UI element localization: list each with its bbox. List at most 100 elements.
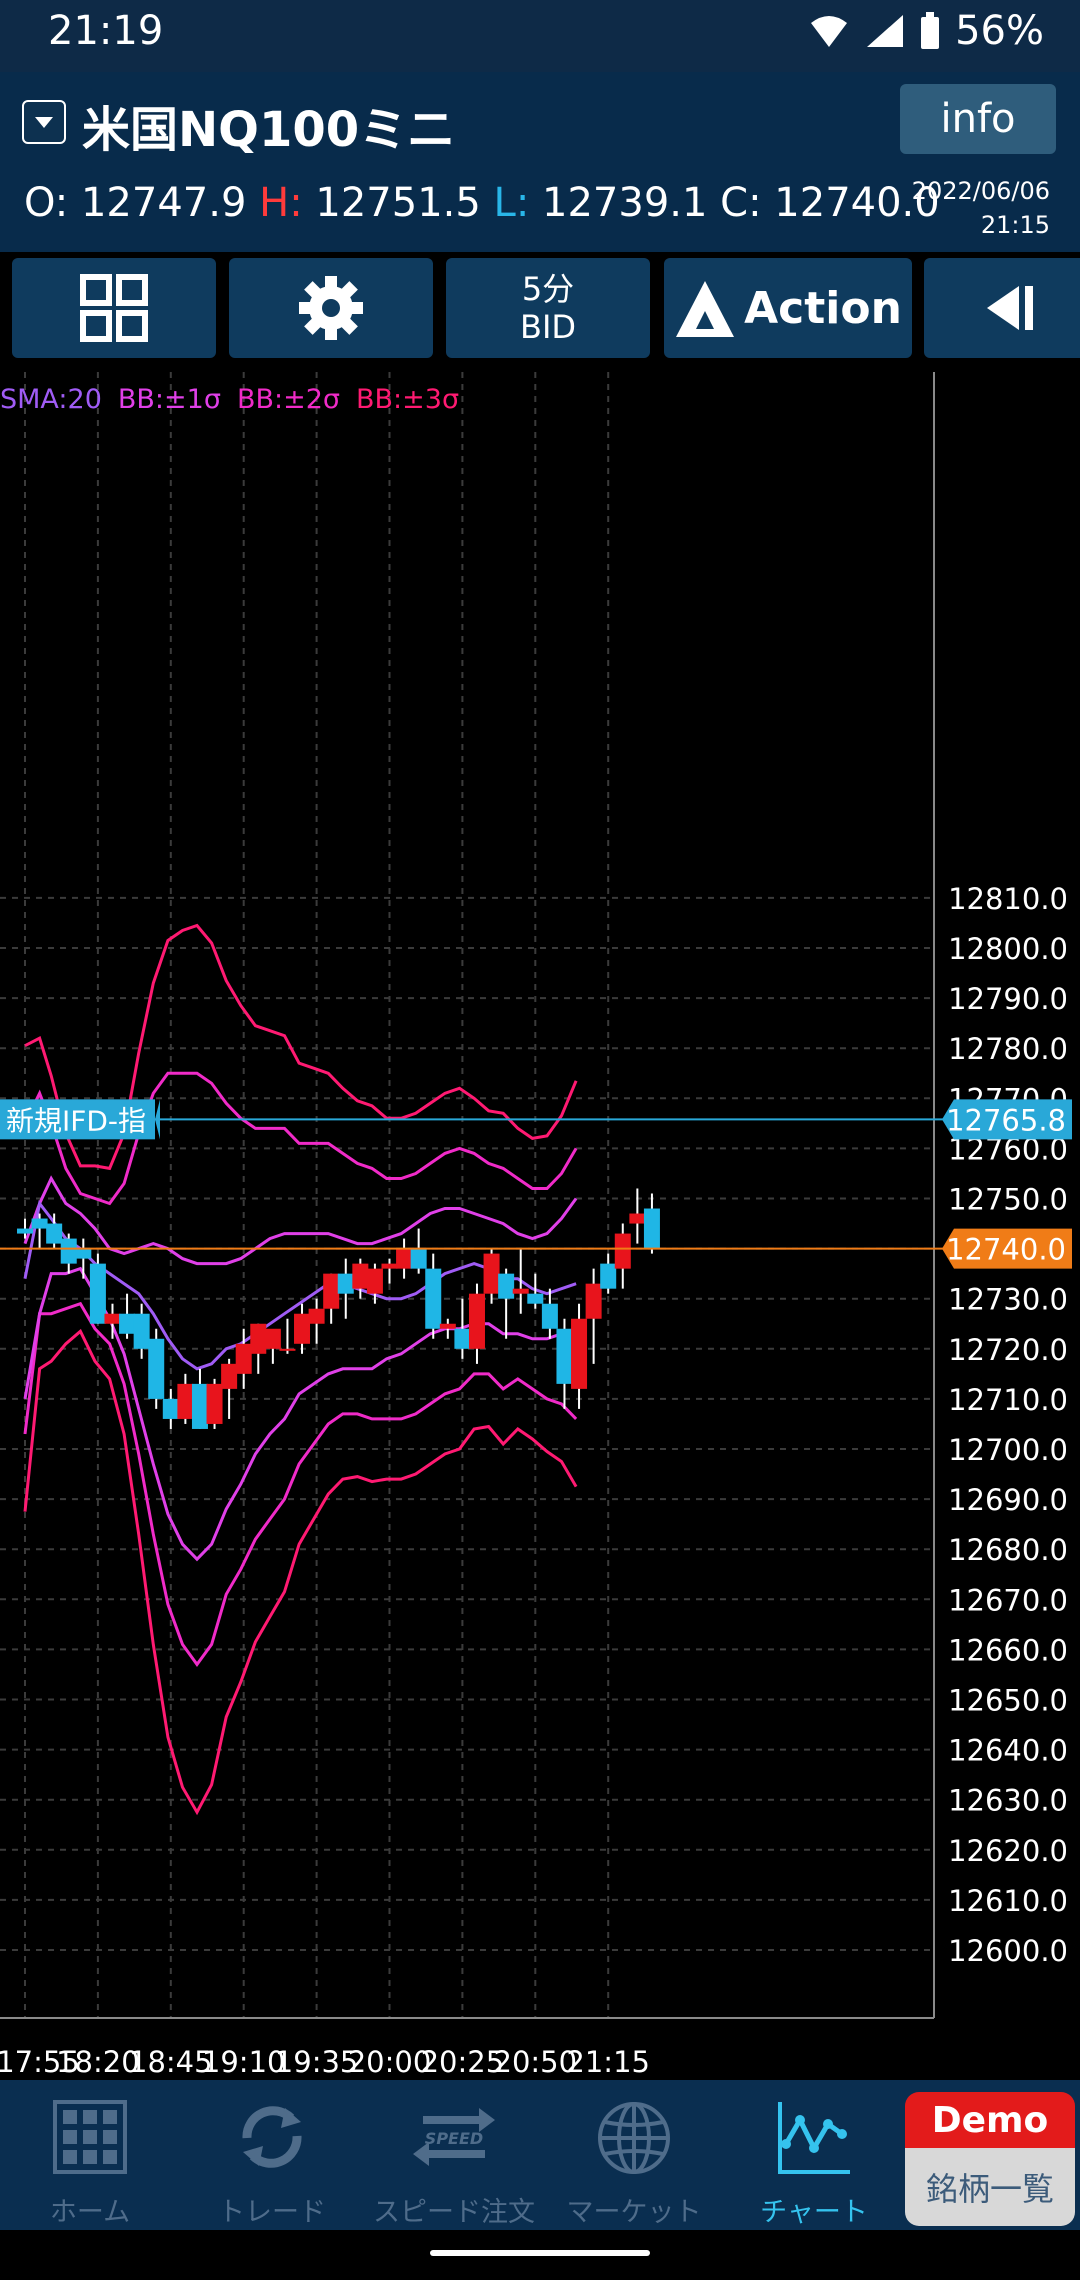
candle-body: [585, 1283, 602, 1319]
candle-body: [337, 1273, 354, 1294]
symbol-header: 米国NQ100ミニ info O: 12747.9 H: 12751.5 L: …: [0, 72, 1080, 252]
time-tick-label: 20:00: [348, 2045, 432, 2079]
time-tick-label: 17:55: [0, 2045, 80, 2079]
nav-market-label: マーケット: [566, 2197, 702, 2228]
candle-body: [614, 1233, 631, 1269]
indicator-legend: SMA:20 BB:±1σ BB:±2σ BB:±3σ: [0, 384, 475, 415]
nav-speed-order[interactable]: SPEED スピード注文: [364, 2100, 544, 2230]
timeframe-label: 5分: [521, 270, 575, 308]
bb-lower3-line: [23, 1328, 578, 1816]
nav-speed-order-label: スピード注文: [373, 2197, 535, 2228]
candle-body: [75, 1248, 92, 1259]
candle-body: [60, 1238, 77, 1264]
demo-symbol-list-button[interactable]: Demo 銘柄一覧: [905, 2092, 1075, 2226]
price-tick-label: 12750.0: [948, 1183, 1068, 1217]
low-label: L:: [493, 180, 530, 226]
chart-toolbar: 5分 BID Action: [0, 252, 1080, 364]
symbol-dropdown-button[interactable]: [22, 100, 66, 144]
signal-icon: [867, 15, 904, 47]
time-tick-label: 19:35: [275, 2045, 359, 2079]
nav-chart-label: チャート: [760, 2197, 868, 2228]
candle-body: [352, 1263, 369, 1289]
candlestick-series: [17, 1188, 660, 1429]
candle-body: [629, 1213, 646, 1224]
symbol-title[interactable]: 米国NQ100ミニ: [82, 102, 456, 158]
price-tick-label: 12690.0: [948, 1483, 1068, 1517]
price-tick-label: 12710.0: [948, 1383, 1068, 1417]
candle-body: [439, 1323, 456, 1329]
candle-body: [410, 1248, 427, 1269]
price-tick-label: 12780.0: [948, 1032, 1068, 1066]
price-tick-label: 12660.0: [948, 1633, 1068, 1667]
candle-body: [177, 1383, 194, 1419]
candle-body: [264, 1328, 281, 1349]
layout-button[interactable]: [12, 258, 216, 358]
price-tick-label: 12670.0: [948, 1583, 1068, 1617]
candle-body: [323, 1273, 340, 1309]
time-tick-label: 18:45: [129, 2045, 213, 2079]
price-tick-label: 12620.0: [948, 1834, 1068, 1868]
refresh-arrows-icon: [242, 2106, 302, 2168]
order-label: 新規IFD-指: [6, 1104, 146, 1137]
symbol-list-label: 銘柄一覧: [905, 2148, 1075, 2226]
candle-body: [600, 1263, 617, 1289]
settings-button[interactable]: [229, 258, 433, 358]
indicator-legend-item: SMA:20: [0, 384, 102, 415]
time-tick-label: 20:25: [421, 2045, 505, 2079]
candle-body: [396, 1248, 413, 1269]
bottom-nav: ホーム トレード SPEED スピード注文 マーケット チャート: [0, 2080, 1080, 2230]
info-button[interactable]: info: [900, 84, 1056, 154]
chart-area[interactable]: 新規IFD-指 12810.012800.012790.012780.01277…: [0, 372, 1080, 2080]
bb-upper1-line: [23, 1175, 578, 1266]
candle-body: [162, 1398, 179, 1419]
candle-body: [308, 1308, 325, 1324]
high-value: 12751.5: [315, 180, 481, 226]
candle-body: [221, 1363, 238, 1389]
time-tick-label: 18:20: [56, 2045, 140, 2079]
candle-body: [206, 1383, 223, 1424]
nav-chart[interactable]: チャート: [724, 2100, 904, 2230]
indicator-legend-item: BB:±3σ: [356, 384, 460, 415]
open-label: O:: [24, 180, 69, 226]
close-value: 12740.0: [774, 180, 940, 226]
timeframe-button[interactable]: 5分 BID: [446, 258, 650, 358]
candle-body: [541, 1303, 558, 1329]
nav-trade[interactable]: トレード: [182, 2100, 362, 2230]
price-tick-label: 12790.0: [948, 982, 1068, 1016]
current-price-tag: [942, 1228, 1072, 1269]
candle-body: [556, 1328, 573, 1384]
nav-home[interactable]: ホーム: [0, 2100, 180, 2230]
collapse-panel-button[interactable]: [924, 258, 1080, 358]
price-lines: 新規IFD-指: [0, 1099, 944, 1250]
candle-body: [527, 1293, 544, 1304]
candle-body: [17, 1228, 33, 1234]
candle-body: [191, 1383, 208, 1429]
candle-body: [643, 1208, 660, 1249]
candle-body: [148, 1338, 165, 1399]
price-tick-label: 12650.0: [948, 1684, 1068, 1718]
candle-body: [46, 1223, 63, 1244]
price-tick-label: 12700.0: [948, 1433, 1068, 1467]
chart-grid: [0, 372, 935, 2019]
low-value: 12739.1: [542, 180, 708, 226]
price-axis: 12810.012800.012790.012780.012770.012760…: [942, 882, 1072, 1968]
action-button[interactable]: Action: [664, 258, 912, 358]
time-axis: 17:5518:2018:4519:1019:3520:0020:2520:50…: [0, 2045, 650, 2079]
indicator-legend-item: BB:±2σ: [236, 384, 341, 415]
candle-body: [512, 1288, 529, 1294]
bar-datetime: 2022/06/06 21:15: [912, 174, 1050, 242]
price-tick-label: 12800.0: [948, 932, 1068, 966]
price-tick-label: 12730.0: [948, 1283, 1068, 1317]
order-label-box: [0, 1099, 155, 1140]
candle-body: [104, 1313, 121, 1324]
home-grid-icon: [53, 2100, 127, 2174]
action-label: Action: [744, 282, 902, 334]
price-tick-label: 12600.0: [948, 1934, 1068, 1968]
candle-body: [366, 1268, 383, 1294]
nav-market[interactable]: マーケット: [544, 2100, 724, 2230]
candle-body: [250, 1323, 267, 1354]
action-logo-icon: [676, 281, 735, 337]
candle-body: [119, 1313, 136, 1334]
gear-icon: [299, 276, 363, 340]
candle-body: [381, 1263, 398, 1269]
